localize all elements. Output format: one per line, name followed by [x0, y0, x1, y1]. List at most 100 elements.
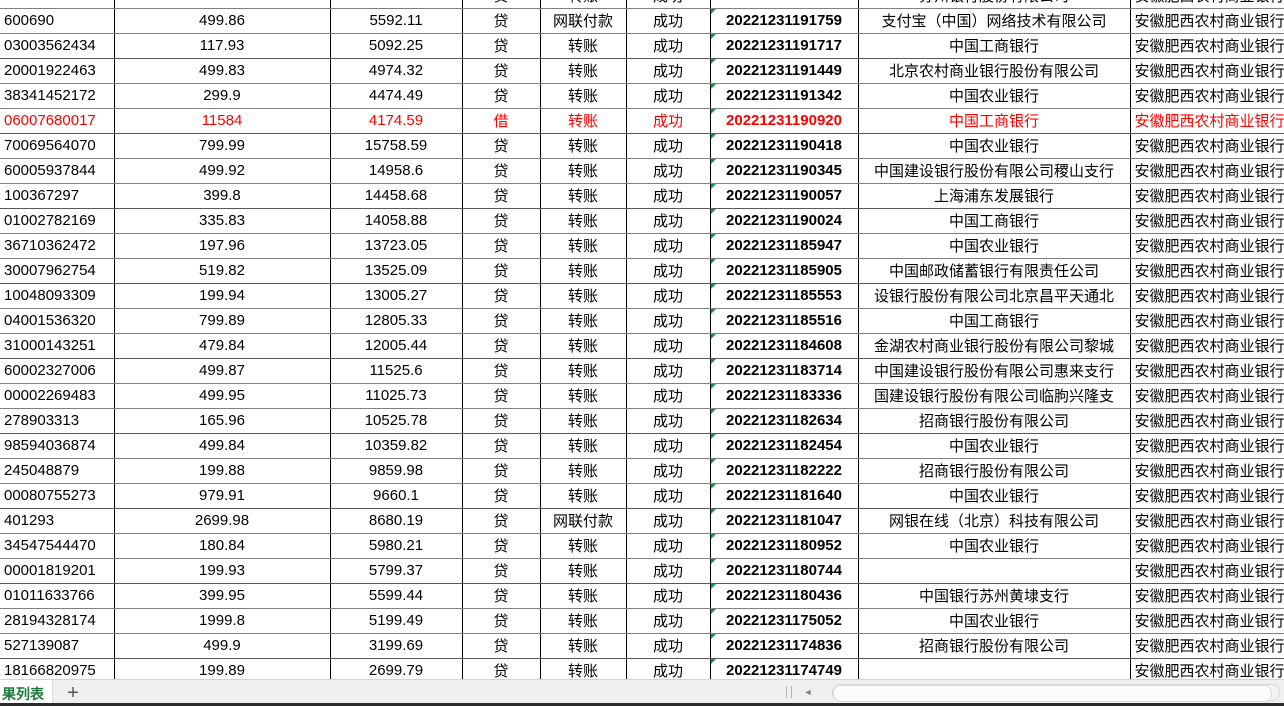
- cell-own_bank[interactable]: 安徽肥西农村商业银行: [1130, 283, 1284, 309]
- cell-own_bank[interactable]: 安徽肥西农村商业银行: [1130, 158, 1284, 184]
- cell-balance[interactable]: 4474.49: [330, 83, 463, 109]
- cell-counterparty_bank[interactable]: 中国农业银行: [858, 433, 1131, 459]
- table-row[interactable]: 278903313 165.96 10525.78 贷转账 成功 202212311826…: [0, 408, 1284, 434]
- cell-own_bank[interactable]: 安徽肥西农村商业银行: [1130, 408, 1284, 434]
- cell-dc_flag[interactable]: 贷: [462, 483, 541, 509]
- cell-amount[interactable]: 2699.98: [114, 508, 331, 534]
- cell-status[interactable]: 成功: [626, 8, 711, 34]
- table-row[interactable]: 98594036874 499.84 10359.82 贷转账 成功 2022123118…: [0, 433, 1284, 459]
- cell-status[interactable]: 成功: [626, 333, 711, 359]
- cell-own_bank[interactable]: 安徽肥西农村商业银行: [1130, 658, 1284, 679]
- cell-account[interactable]: 28194328174: [0, 608, 115, 634]
- cell-counterparty_bank[interactable]: 国建设银行股份有限公司临朐兴隆支: [858, 383, 1131, 409]
- cell-amount[interactable]: 199.93: [114, 558, 331, 584]
- cell-status[interactable]: 成功: [626, 383, 711, 409]
- cell-amount[interactable]: 519.82: [114, 258, 331, 284]
- cell-dc_flag[interactable]: 贷: [462, 283, 541, 309]
- cell-timestamp[interactable]: 20221231180952: [710, 533, 859, 559]
- cell-counterparty_bank[interactable]: 中国农业银行: [858, 133, 1131, 159]
- cell-balance[interactable]: 12805.33: [330, 308, 463, 334]
- cell-amount[interactable]: 479.84: [114, 333, 331, 359]
- cell-status[interactable]: 成功: [626, 433, 711, 459]
- cell-account[interactable]: 00002269483: [0, 383, 115, 409]
- cell-balance[interactable]: 11525.6: [330, 358, 463, 384]
- cell-amount[interactable]: 979.91: [114, 483, 331, 509]
- cell-counterparty_bank[interactable]: 网银在线（北京）科技有限公司: [858, 508, 1131, 534]
- table-row[interactable]: 36710362472 197.96 13723.05 贷转账 成功 2022123118…: [0, 233, 1284, 259]
- cell-trx_type[interactable]: 转账: [540, 33, 627, 59]
- cell-balance[interactable]: 8680.19: [330, 508, 463, 534]
- cell-counterparty_bank[interactable]: 中国银行苏州黄埭支行: [858, 583, 1131, 609]
- cell-dc_flag[interactable]: 贷: [462, 508, 541, 534]
- cell-own_bank[interactable]: 安徽肥西农村商业银行: [1130, 33, 1284, 59]
- cell-amount[interactable]: 199.89: [114, 658, 331, 679]
- scrollbar-thumb[interactable]: [833, 684, 1273, 702]
- cell-account[interactable]: 06007680017: [0, 108, 115, 134]
- cell-dc_flag[interactable]: 贷: [462, 333, 541, 359]
- cell-trx_type[interactable]: 转账: [540, 58, 627, 84]
- cell-counterparty_bank[interactable]: 支付宝（中国）网络技术有限公司: [858, 8, 1131, 34]
- table-row[interactable]: 60002327006 499.87 11525.6 贷转账 成功 20221231183…: [0, 358, 1284, 384]
- cell-dc_flag[interactable]: 贷: [462, 158, 541, 184]
- cell-own_bank[interactable]: 安徽肥西农村商业银行: [1130, 183, 1284, 209]
- cell-own_bank[interactable]: 安徽肥西农村商业银行: [1130, 633, 1284, 659]
- cell-counterparty_bank[interactable]: [858, 558, 1131, 584]
- cell-trx_type[interactable]: 转账: [540, 383, 627, 409]
- cell-balance[interactable]: 9859.98: [330, 458, 463, 484]
- cell-amount[interactable]: 499.83: [114, 58, 331, 84]
- cell-dc_flag[interactable]: 贷: [462, 233, 541, 259]
- cell-timestamp[interactable]: 20221231184608: [710, 333, 859, 359]
- table-row[interactable]: 245048879 199.88 9859.98 贷转账 成功 2022123118222…: [0, 458, 1284, 484]
- cell-own_bank[interactable]: 安徽肥西农村商业银行: [1130, 508, 1284, 534]
- cell-account[interactable]: 00001819201: [0, 558, 115, 584]
- cell-trx_type[interactable]: 转账: [540, 458, 627, 484]
- cell-own_bank[interactable]: 安徽肥西农村商业银行: [1130, 83, 1284, 109]
- cell-timestamp[interactable]: 20221231180436: [710, 583, 859, 609]
- cell-amount[interactable]: 499.86: [114, 8, 331, 34]
- cell-amount[interactable]: 499.95: [114, 383, 331, 409]
- cell-status[interactable]: 成功: [626, 358, 711, 384]
- cell-own_bank[interactable]: 安徽肥西农村商业银行: [1130, 458, 1284, 484]
- cell-status[interactable]: 成功: [626, 608, 711, 634]
- cell-timestamp[interactable]: 20221231191759: [710, 8, 859, 34]
- cell-balance[interactable]: 5799.37: [330, 558, 463, 584]
- table-row[interactable]: 30007962754 519.82 13525.09 贷转账 成功 2022123118…: [0, 258, 1284, 284]
- cell-timestamp[interactable]: 20221231182454: [710, 433, 859, 459]
- cell-amount[interactable]: 499.92: [114, 158, 331, 184]
- cell-balance[interactable]: 14958.6: [330, 158, 463, 184]
- cell-dc_flag[interactable]: 贷: [462, 83, 541, 109]
- cell-timestamp[interactable]: 20221231191342: [710, 83, 859, 109]
- cell-trx_type[interactable]: 转账: [540, 533, 627, 559]
- table-row[interactable]: 18166820975 199.89 2699.79 贷转账 成功 20221231174…: [0, 658, 1284, 679]
- cell-timestamp[interactable]: 20221231180744: [710, 558, 859, 584]
- table-row[interactable]: 04001536320 799.89 12805.33 贷转账 成功 2022123118…: [0, 308, 1284, 334]
- cell-trx_type[interactable]: 转账: [540, 308, 627, 334]
- cell-counterparty_bank[interactable]: 中国工商银行: [858, 308, 1131, 334]
- cell-status[interactable]: 成功: [626, 408, 711, 434]
- table-row[interactable]: 31000143251 479.84 12005.44 贷转账 成功 2022123118…: [0, 333, 1284, 359]
- cell-counterparty_bank[interactable]: 中国农业银行: [858, 608, 1131, 634]
- cell-account[interactable]: 01011633766: [0, 583, 115, 609]
- cell-trx_type[interactable]: 转账: [540, 433, 627, 459]
- cell-dc_flag[interactable]: 贷: [462, 383, 541, 409]
- cell-timestamp[interactable]: 20221231175052: [710, 608, 859, 634]
- cell-trx_type[interactable]: 转账: [540, 658, 627, 679]
- cell-balance[interactable]: 13723.05: [330, 233, 463, 259]
- cell-balance[interactable]: 5599.44: [330, 583, 463, 609]
- cell-amount[interactable]: 199.94: [114, 283, 331, 309]
- cell-account[interactable]: 401293: [0, 508, 115, 534]
- cell-trx_type[interactable]: 网联付款: [540, 8, 627, 34]
- cell-trx_type[interactable]: 转账: [540, 108, 627, 134]
- cell-own_bank[interactable]: 安徽肥西农村商业银行: [1130, 258, 1284, 284]
- cell-trx_type[interactable]: 转账: [540, 158, 627, 184]
- cell-trx_type[interactable]: 转账: [540, 208, 627, 234]
- cell-counterparty_bank[interactable]: 中国建设银行股份有限公司稷山支行: [858, 158, 1131, 184]
- cell-counterparty_bank[interactable]: 中国工商银行: [858, 33, 1131, 59]
- cell-status[interactable]: 成功: [626, 258, 711, 284]
- cell-timestamp[interactable]: 20221231192821: [710, 0, 859, 9]
- cell-amount[interactable]: 180.84: [114, 533, 331, 559]
- cell-amount[interactable]: 335.83: [114, 208, 331, 234]
- cell-account[interactable]: 03003562434: [0, 33, 115, 59]
- cell-own_bank[interactable]: 安徽肥西农村商业银行: [1130, 0, 1284, 9]
- cell-status[interactable]: 成功: [626, 533, 711, 559]
